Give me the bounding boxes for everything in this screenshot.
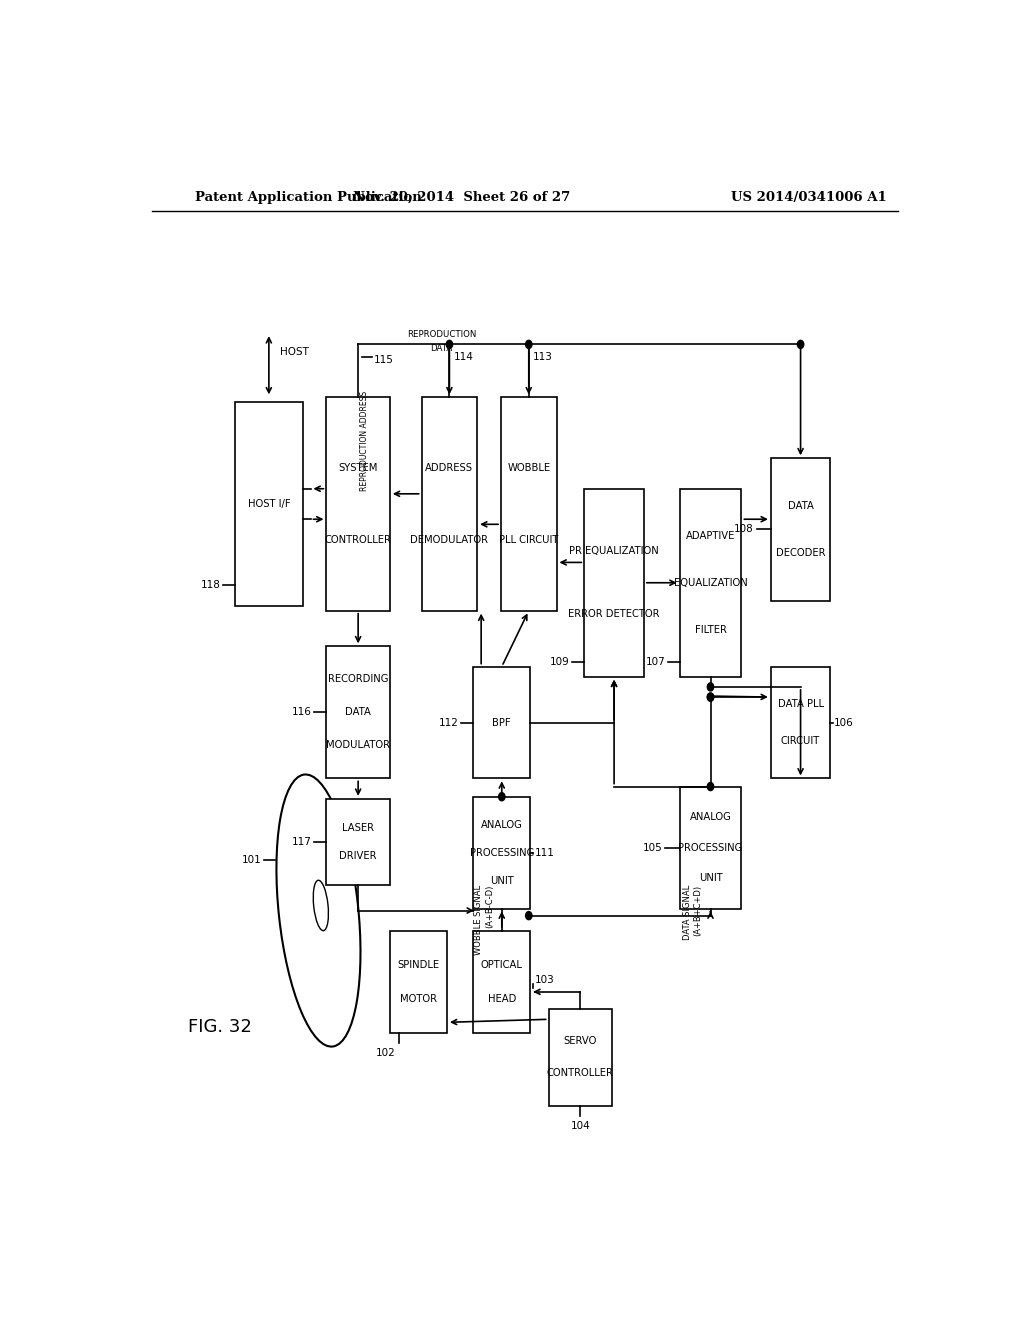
Text: DATA: DATA bbox=[345, 708, 371, 717]
Text: 107: 107 bbox=[645, 656, 666, 667]
Text: US 2014/0341006 A1: US 2014/0341006 A1 bbox=[731, 190, 887, 203]
Text: DATA PLL: DATA PLL bbox=[777, 698, 823, 709]
Circle shape bbox=[446, 341, 453, 348]
Text: 103: 103 bbox=[535, 974, 554, 985]
Bar bbox=[549, 1008, 612, 1106]
Ellipse shape bbox=[276, 775, 360, 1047]
Text: BPF: BPF bbox=[493, 718, 511, 727]
Bar bbox=[771, 458, 830, 601]
Ellipse shape bbox=[313, 880, 329, 931]
Bar bbox=[680, 787, 741, 908]
Text: DATA SIGNAL
(A+B+C+D): DATA SIGNAL (A+B+C+D) bbox=[683, 884, 702, 940]
Text: FIG. 32: FIG. 32 bbox=[187, 1019, 252, 1036]
Circle shape bbox=[499, 792, 505, 801]
Text: ADAPTIVE: ADAPTIVE bbox=[686, 531, 735, 541]
Text: SYSTEM: SYSTEM bbox=[339, 463, 378, 474]
Text: 104: 104 bbox=[570, 1121, 590, 1131]
Bar bbox=[585, 488, 644, 677]
Text: Nov. 20, 2014  Sheet 26 of 27: Nov. 20, 2014 Sheet 26 of 27 bbox=[352, 190, 570, 203]
Text: HOST: HOST bbox=[280, 347, 309, 356]
Text: 109: 109 bbox=[550, 656, 570, 667]
Text: UNIT: UNIT bbox=[698, 873, 722, 883]
Text: 106: 106 bbox=[835, 718, 854, 727]
Text: 116: 116 bbox=[292, 708, 312, 717]
Circle shape bbox=[708, 693, 714, 701]
Circle shape bbox=[525, 912, 531, 920]
Text: SERVO: SERVO bbox=[563, 1036, 597, 1047]
Bar bbox=[473, 797, 530, 908]
Text: Patent Application Publication: Patent Application Publication bbox=[196, 190, 422, 203]
Text: PR EQUALIZATION: PR EQUALIZATION bbox=[569, 546, 659, 557]
Bar bbox=[327, 647, 390, 779]
Bar bbox=[680, 488, 741, 677]
Circle shape bbox=[708, 693, 714, 701]
Text: RECORDING: RECORDING bbox=[328, 675, 388, 684]
Text: MODULATOR: MODULATOR bbox=[326, 741, 390, 750]
Text: DATA: DATA bbox=[787, 500, 813, 511]
Text: SPINDLE: SPINDLE bbox=[397, 960, 439, 970]
Text: 113: 113 bbox=[532, 351, 553, 362]
Text: DEMODULATOR: DEMODULATOR bbox=[411, 535, 488, 545]
Bar bbox=[390, 931, 447, 1032]
Bar bbox=[236, 403, 303, 606]
Text: PLL CIRCUIT: PLL CIRCUIT bbox=[499, 535, 558, 545]
Text: REPRODUCTION: REPRODUCTION bbox=[407, 330, 476, 339]
Text: HOST I/F: HOST I/F bbox=[248, 499, 290, 510]
Text: ANALOG: ANALOG bbox=[689, 812, 731, 822]
Text: MOTOR: MOTOR bbox=[400, 994, 437, 1003]
Text: LASER: LASER bbox=[342, 822, 374, 833]
Text: DRIVER: DRIVER bbox=[339, 851, 377, 862]
Text: EQUALIZATION: EQUALIZATION bbox=[674, 578, 748, 587]
Circle shape bbox=[708, 783, 714, 791]
Circle shape bbox=[525, 341, 531, 348]
Bar bbox=[771, 667, 830, 779]
Text: CIRCUIT: CIRCUIT bbox=[781, 737, 820, 746]
Text: 115: 115 bbox=[374, 355, 394, 364]
Text: 108: 108 bbox=[733, 524, 754, 535]
Text: ERROR DETECTOR: ERROR DETECTOR bbox=[568, 609, 659, 619]
Text: OPTICAL: OPTICAL bbox=[481, 960, 522, 970]
Text: PROCESSING: PROCESSING bbox=[678, 842, 742, 853]
Text: HEAD: HEAD bbox=[487, 994, 516, 1003]
Text: REPRODUCTION ADDRESS: REPRODUCTION ADDRESS bbox=[359, 391, 369, 491]
Text: PROCESSING: PROCESSING bbox=[470, 847, 534, 858]
Bar bbox=[422, 397, 477, 611]
Text: 114: 114 bbox=[454, 351, 473, 362]
Bar bbox=[501, 397, 557, 611]
Text: CONTROLLER: CONTROLLER bbox=[325, 535, 391, 545]
Text: WOBBLE: WOBBLE bbox=[507, 463, 550, 474]
Text: DECODER: DECODER bbox=[776, 548, 825, 558]
Text: 118: 118 bbox=[201, 581, 221, 590]
Text: ADDRESS: ADDRESS bbox=[425, 463, 473, 474]
Bar bbox=[473, 667, 530, 779]
Bar bbox=[327, 397, 390, 611]
Circle shape bbox=[798, 341, 804, 348]
Bar bbox=[327, 799, 390, 886]
Bar bbox=[473, 931, 530, 1032]
Text: 111: 111 bbox=[535, 847, 554, 858]
Text: 102: 102 bbox=[376, 1048, 396, 1057]
Text: DATA: DATA bbox=[430, 345, 453, 354]
Text: 112: 112 bbox=[439, 718, 459, 727]
Text: ANALOG: ANALOG bbox=[481, 820, 522, 830]
Text: 101: 101 bbox=[242, 855, 261, 865]
Text: FILTER: FILTER bbox=[694, 624, 726, 635]
Text: UNIT: UNIT bbox=[489, 875, 514, 886]
Text: 117: 117 bbox=[292, 837, 312, 847]
Text: CONTROLLER: CONTROLLER bbox=[547, 1068, 613, 1078]
Text: WOBBLE SIGNAL
(A+B-C-D): WOBBLE SIGNAL (A+B-C-D) bbox=[474, 884, 494, 954]
Circle shape bbox=[708, 682, 714, 690]
Text: 105: 105 bbox=[642, 842, 663, 853]
